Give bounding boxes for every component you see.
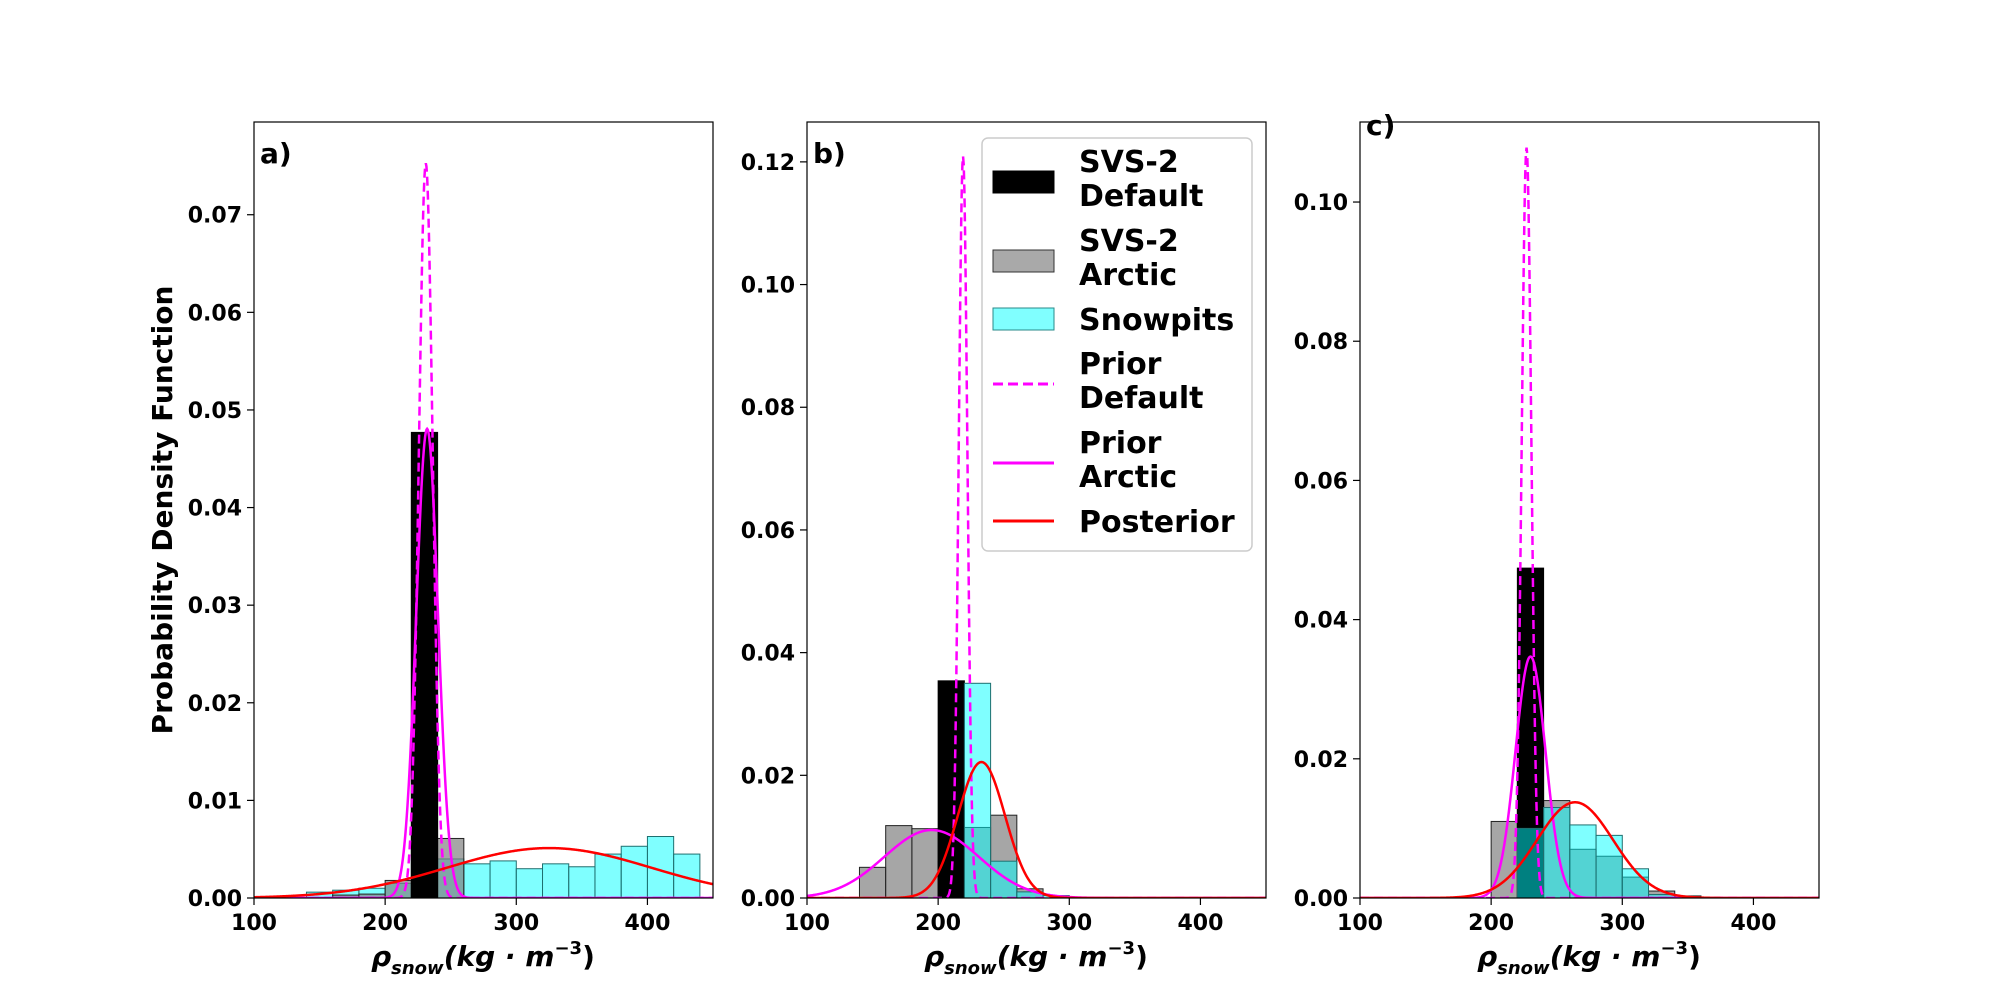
x-axis-label-b: ρsnow(kg · m−3) [924, 938, 1148, 979]
y-tick-label-c-0.04: 0.04 [1294, 609, 1348, 634]
y-tick-label-b-0.08: 0.08 [741, 396, 795, 421]
bar-snowpits-280 [489, 860, 517, 898]
curve-posterior [254, 846, 713, 898]
y-tick-label-a-0: 0.00 [188, 887, 242, 912]
y-tick-label-c-0.08: 0.08 [1294, 330, 1348, 355]
y-tick-label-b-0.12: 0.12 [741, 151, 795, 176]
x-axis-label-a: ρsnow(kg · m−3) [371, 938, 595, 979]
legend-swatch-svs2-arctic [992, 249, 1055, 273]
curve-prior-default [254, 163, 713, 898]
panels-group: 100 200 300 400 0.00 0.01 0.02 0.03 0.04 0.05 0.06… [188, 109, 1820, 936]
x-tick-label-c-200: 200 [1468, 911, 1514, 936]
panel-c-plot-area [1360, 147, 1819, 898]
panel-a-plot-area [254, 163, 713, 898]
panel-b-frame [806, 121, 1267, 899]
y-tick-label-a-0.04: 0.04 [188, 497, 242, 522]
y-tick-label-a-0.03: 0.03 [188, 594, 242, 619]
x-tick-label-a-100: 100 [231, 911, 277, 936]
legend-frame [981, 137, 1253, 552]
bar-snowpits-260 [463, 863, 491, 898]
panel-c-frame [1359, 121, 1820, 899]
y-tick-label-b-0: 0.00 [741, 887, 795, 912]
y-tick-label-a-0.02: 0.02 [188, 692, 242, 717]
y-tick-label-a-0.07: 0.07 [188, 204, 242, 229]
legend-label-svs2-arctic-2: Arctic [1079, 258, 1177, 293]
panel-b: 100 200 300 400 0.00 0.02 0.04 0.06 0.08 0.10 0.12… [741, 121, 1267, 936]
bar-svs-2-arctic-180 [911, 828, 939, 898]
x-tick-label-b-100: 100 [784, 911, 830, 936]
panel-a-frame [253, 121, 714, 899]
panel-c: 100 200 300 400 0.00 0.02 0.04 0.06 0.08 0.10 c) [1294, 109, 1820, 936]
legend-label-prior-arctic: Prior [1079, 426, 1162, 461]
svg-text:ρsnow(kg · m−3): ρsnow(kg · m−3) [924, 938, 1148, 979]
bar-snowpits-340 [568, 866, 596, 898]
y-tick-label-a-0.01: 0.01 [188, 789, 242, 814]
panel-a-letter: a) [260, 137, 292, 170]
y-tick-label-b-0.1: 0.10 [741, 274, 795, 299]
x-tick-label-b-200: 200 [915, 911, 961, 936]
svg-text:ρsnow(kg · m−3): ρsnow(kg · m−3) [1477, 938, 1701, 979]
bar-snowpits-320 [542, 863, 570, 898]
legend-label-posterior: Posterior [1079, 505, 1235, 540]
panel-b-plot-area [807, 156, 1266, 898]
x-tick-label-a-300: 300 [493, 911, 539, 936]
bar-svs-2-arctic-160 [885, 825, 913, 898]
legend-swatch-svs2-default [992, 170, 1055, 194]
legend-label-prior-arctic-2: Arctic [1079, 460, 1177, 495]
curve-prior-arctic [254, 426, 713, 898]
bar-snowpits-260 [1569, 824, 1597, 898]
y-tick-label-b-0.06: 0.06 [741, 519, 795, 544]
bar-snowpits-300 [515, 868, 544, 898]
y-tick-label-c-0.02: 0.02 [1294, 748, 1348, 773]
legend-label-prior-default-2: Default [1079, 381, 1204, 416]
bar-snowpits-320 [1648, 894, 1676, 898]
y-tick-label-c-0.1: 0.10 [1294, 191, 1348, 216]
legend: SVS-2 Default SVS-2 Arctic Snowpits Prio… [981, 137, 1253, 552]
x-tick-label-a-200: 200 [362, 911, 408, 936]
bar-snowpits-300 [1621, 868, 1650, 898]
x-tick-label-a-400: 400 [624, 911, 670, 936]
bar-svs-2-arctic-140 [858, 866, 887, 898]
panel-b-letter: b) [813, 137, 846, 170]
x-tick-label-b-300: 300 [1046, 911, 1092, 936]
y-tick-label-c-0: 0.00 [1294, 887, 1348, 912]
bar-snowpits-380 [620, 845, 648, 898]
y-tick-label-a-0.05: 0.05 [188, 399, 242, 424]
y-tick-label-a-0.06: 0.06 [188, 301, 242, 326]
legend-label-prior-default: Prior [1079, 347, 1162, 382]
legend-label-svs2-default: SVS-2 [1079, 145, 1179, 180]
legend-swatch-snowpits [992, 307, 1055, 331]
x-tick-label-c-400: 400 [1730, 911, 1776, 936]
panel-c-letter: c) [1366, 109, 1395, 142]
y-axis-label: Probability Density Function [146, 286, 179, 735]
x-tick-label-c-100: 100 [1337, 911, 1383, 936]
x-axis-label-c: ρsnow(kg · m−3) [1477, 938, 1701, 979]
legend-label-svs2-default-2: Default [1079, 179, 1204, 214]
y-tick-label-b-0.02: 0.02 [741, 764, 795, 789]
panel-a: 100 200 300 400 0.00 0.01 0.02 0.03 0.04 0.05 0.06… [188, 121, 714, 936]
curve-prior-default [1360, 147, 1819, 898]
bar-snowpits-240 [990, 860, 1018, 898]
bar-snowpits-360 [594, 853, 622, 898]
legend-label-svs2-arctic: SVS-2 [1079, 224, 1179, 259]
x-tick-label-c-300: 300 [1599, 911, 1645, 936]
curve-prior-arctic [807, 828, 1266, 898]
x-tick-label-b-400: 400 [1177, 911, 1223, 936]
bar-snowpits-220 [963, 682, 992, 898]
y-tick-label-b-0.04: 0.04 [741, 642, 795, 667]
legend-label-snowpits: Snowpits [1079, 303, 1234, 338]
svg-text:ρsnow(kg · m−3): ρsnow(kg · m−3) [371, 938, 595, 979]
bar-snowpits-280 [1595, 834, 1623, 898]
y-tick-label-c-0.06: 0.06 [1294, 469, 1348, 494]
